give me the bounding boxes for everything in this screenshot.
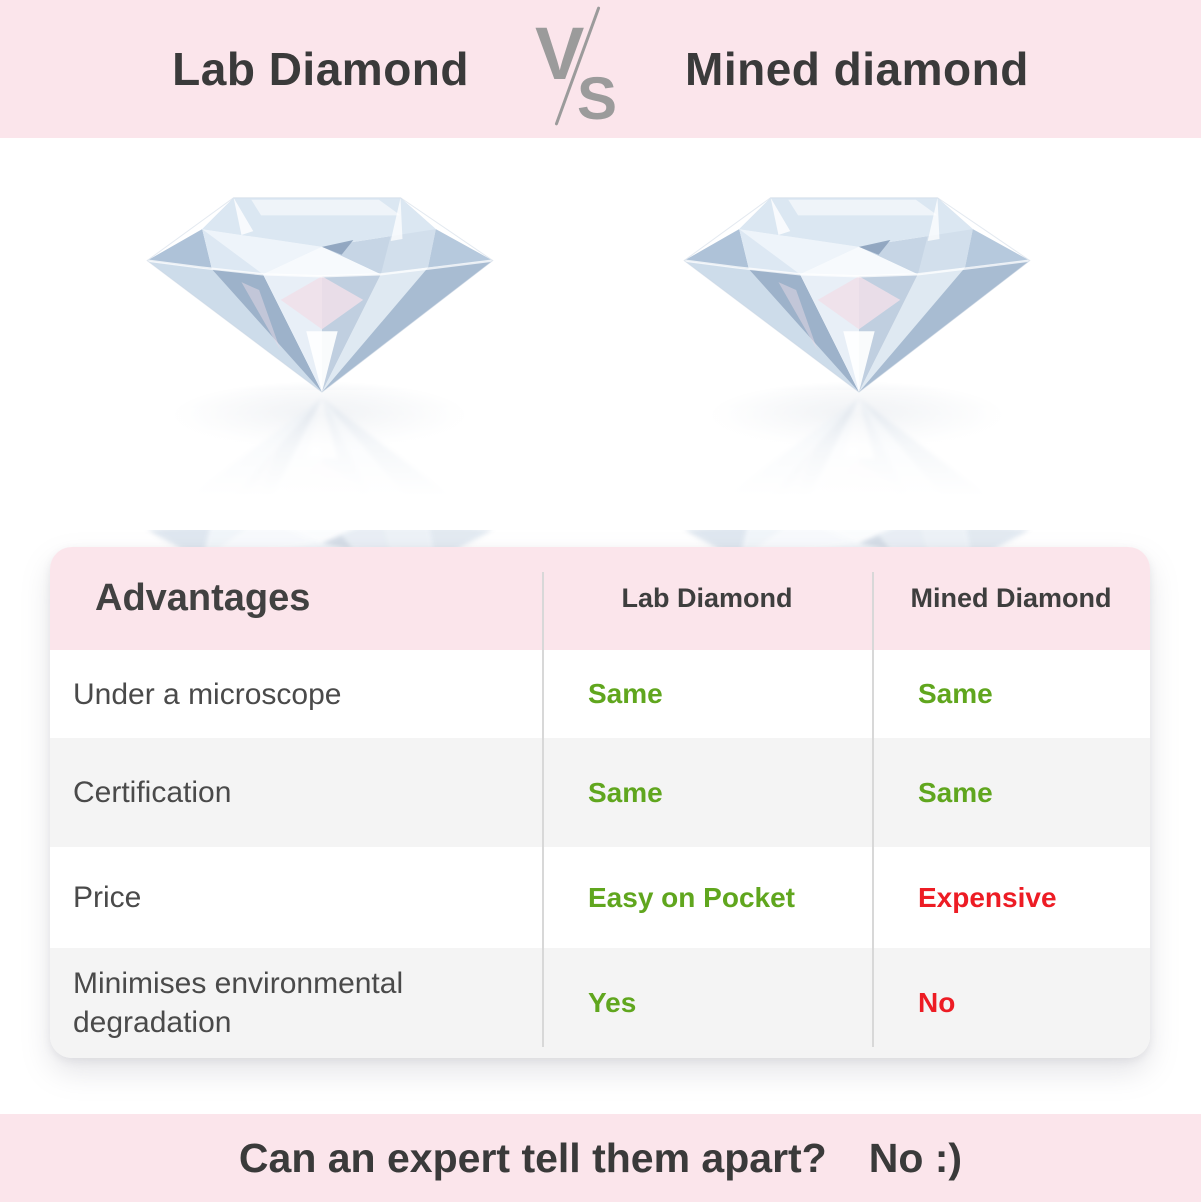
- lab-value: Same: [588, 776, 663, 808]
- footer-question: Can an expert tell them apart?: [238, 1134, 827, 1181]
- column-header-mined-diamond: Mined Diamond: [910, 583, 1112, 613]
- mined-diamond-image: [676, 184, 1038, 593]
- vs-letter-s: S: [576, 65, 617, 132]
- table-row: Certification Same Same: [50, 738, 1150, 847]
- mined-value: Expensive: [918, 881, 1057, 913]
- diamond-reflection-fade: [676, 390, 1038, 530]
- mined-value: Same: [918, 776, 993, 808]
- table-row: Price Easy on Pocket Expensive: [50, 847, 1150, 948]
- lab-value: Easy on Pocket: [588, 881, 795, 913]
- advantages-header: Advantages: [95, 577, 311, 619]
- lab-value: Yes: [588, 987, 637, 1018]
- mined-diamond-title: Mined diamond: [685, 43, 1029, 95]
- table-row: Minimises environmental degradation Yes …: [50, 948, 1150, 1058]
- row-label: Minimises environmental degradation: [73, 967, 404, 1039]
- column-divider: [872, 572, 874, 1047]
- diamond-reflection-fade: [139, 390, 501, 530]
- table-row: Under a microscope Same Same: [50, 650, 1150, 738]
- comparison-table: Advantages Lab Diamond Mined Diamond Und…: [50, 547, 1150, 1058]
- footer-band: Can an expert tell them apart? No :): [0, 1114, 1201, 1202]
- mined-value: Same: [918, 678, 993, 709]
- diamond-photo: [680, 184, 1034, 400]
- table-header-row: Advantages Lab Diamond Mined Diamond: [50, 547, 1150, 650]
- footer-answer: No :): [868, 1134, 963, 1181]
- row-label: Certification: [73, 776, 232, 809]
- mined-value: No: [918, 987, 956, 1018]
- row-label: Price: [73, 881, 142, 914]
- column-divider: [542, 572, 544, 1047]
- lab-diamond-image: [139, 184, 501, 593]
- vs-graphic: V S: [535, 6, 619, 132]
- diamond-photo: [143, 184, 497, 400]
- diamond-images-row: [0, 138, 1201, 593]
- vs-letter-v: V: [535, 12, 585, 95]
- lab-value: Same: [588, 678, 663, 709]
- lab-diamond-title: Lab Diamond: [172, 43, 469, 95]
- column-header-lab-diamond: Lab Diamond: [621, 583, 793, 613]
- header-band: Lab Diamond V S Mined diamond: [0, 0, 1201, 138]
- row-label: Under a microscope: [73, 677, 342, 711]
